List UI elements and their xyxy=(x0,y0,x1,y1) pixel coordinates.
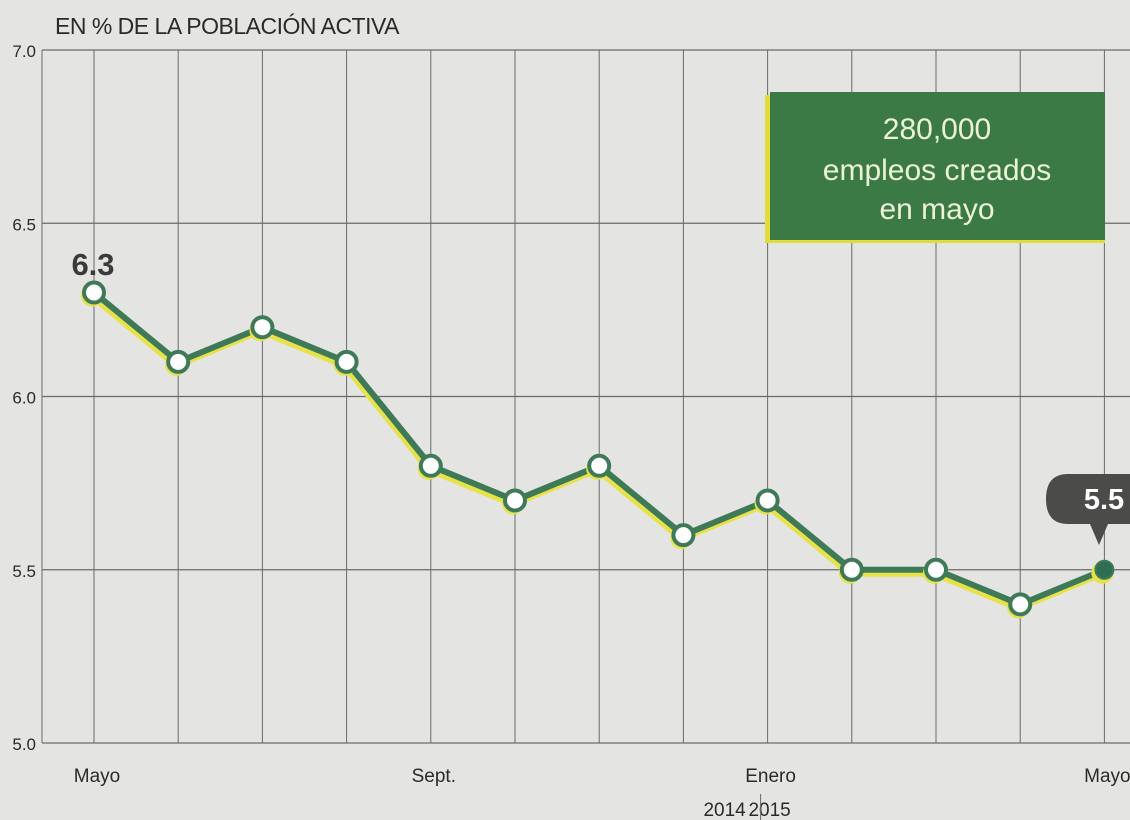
y-tick-label: 7.0 xyxy=(12,42,36,61)
callout-line-2: empleos creados xyxy=(823,154,1051,187)
first-value-label: 6.3 xyxy=(71,247,114,282)
data-point xyxy=(842,560,862,580)
data-point xyxy=(84,283,104,303)
callout-box: 280,000 empleos creados en mayo xyxy=(765,92,1105,243)
year-label: 2015 xyxy=(748,800,790,820)
y-tick-label: 5.5 xyxy=(12,562,36,581)
data-point xyxy=(421,456,441,476)
y-tick-label: 5.0 xyxy=(12,735,36,754)
data-point xyxy=(252,317,272,337)
y-tick-label: 6.0 xyxy=(12,389,36,408)
chart-title: EN % DE LA POBLACIÓN ACTIVA xyxy=(55,13,400,39)
data-point xyxy=(673,525,693,545)
year-label: 2014 xyxy=(703,800,746,820)
data-point xyxy=(1010,594,1030,614)
badge-label: 5.5 xyxy=(1084,484,1124,516)
y-tick-label: 6.5 xyxy=(12,215,36,234)
data-point xyxy=(926,560,946,580)
data-point xyxy=(589,456,609,476)
x-tick-label: Mayo xyxy=(74,766,120,787)
x-tick-label: Sept. xyxy=(412,766,456,787)
callout-line-1: 280,000 xyxy=(883,113,991,146)
callout-line-3: en mayo xyxy=(879,193,994,226)
data-point xyxy=(1095,561,1113,579)
x-tick-label: Mayo xyxy=(1084,766,1130,787)
data-point xyxy=(758,490,778,510)
data-point xyxy=(168,352,188,372)
data-point xyxy=(505,490,525,510)
x-tick-label: Enero xyxy=(745,766,796,787)
data-point xyxy=(337,352,357,372)
